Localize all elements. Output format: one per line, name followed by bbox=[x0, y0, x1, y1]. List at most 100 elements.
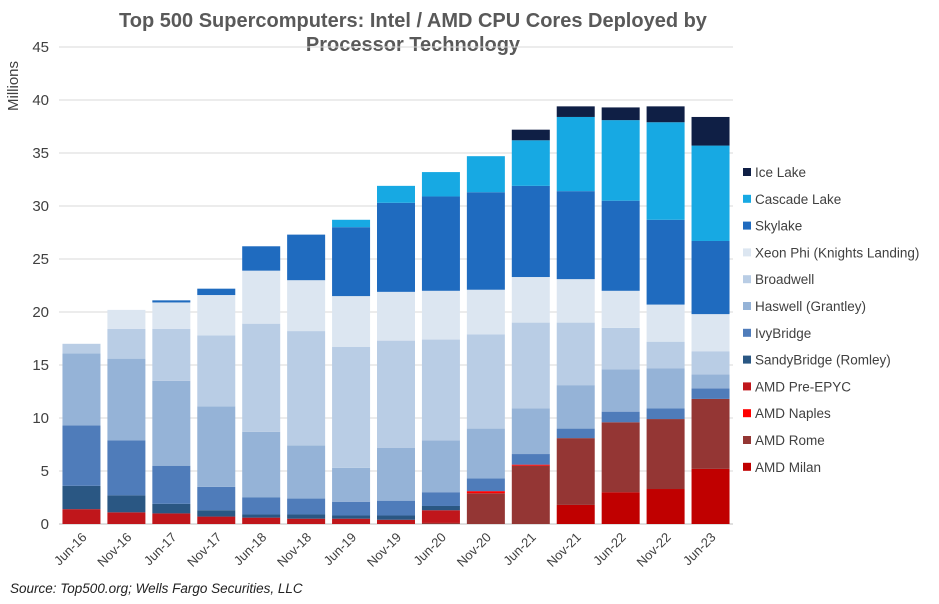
bar-segment bbox=[197, 516, 236, 524]
bar-segment bbox=[287, 498, 326, 515]
bar-segment bbox=[152, 302, 191, 329]
bar-segment bbox=[556, 428, 595, 439]
bar-segment bbox=[646, 368, 685, 409]
bar-segment bbox=[421, 290, 460, 340]
bar-segment bbox=[107, 328, 146, 359]
bar-segment bbox=[152, 328, 191, 381]
y-tick-label: 20 bbox=[32, 304, 49, 321]
bar-segment bbox=[332, 518, 371, 524]
bar-segment bbox=[377, 185, 415, 203]
legend-label: IvyBridge bbox=[755, 326, 811, 341]
x-tick-label: Nov-18 bbox=[274, 530, 314, 570]
bar-segment bbox=[511, 129, 550, 141]
legend-label: Broadwell bbox=[755, 272, 814, 287]
x-tick-label: Jun-18 bbox=[231, 530, 270, 569]
bars bbox=[62, 106, 730, 524]
legend-swatch bbox=[743, 328, 751, 337]
legend-swatch bbox=[743, 168, 751, 176]
legend-swatch bbox=[743, 194, 751, 203]
bar-segment bbox=[421, 339, 460, 441]
bar-segment bbox=[377, 515, 415, 520]
bar-segment bbox=[152, 300, 191, 303]
y-tick-label: 30 bbox=[32, 198, 49, 215]
bar-segment bbox=[107, 512, 146, 524]
bar-segment bbox=[646, 489, 685, 524]
y-tick-label: 45 bbox=[32, 39, 49, 56]
legend-swatch bbox=[743, 248, 751, 257]
bar-segment bbox=[287, 280, 326, 332]
bar-segment bbox=[332, 227, 371, 297]
bar-segment bbox=[197, 486, 236, 511]
x-tick-label: Jun-22 bbox=[590, 530, 629, 569]
bar-segment bbox=[332, 296, 371, 347]
bar-segment bbox=[601, 200, 640, 291]
bar-segment bbox=[242, 323, 281, 432]
x-tick-label: Jun-21 bbox=[500, 530, 539, 569]
bar-segment bbox=[691, 116, 730, 146]
bar-segment bbox=[466, 192, 505, 290]
legend-label: SandyBridge (Romley) bbox=[755, 353, 891, 368]
bar-segment bbox=[601, 411, 640, 423]
bar-segment bbox=[421, 440, 460, 493]
bar-segment bbox=[601, 422, 640, 493]
y-tick-label: 25 bbox=[32, 251, 49, 268]
legend-label: AMD Rome bbox=[755, 433, 825, 448]
bar-segment bbox=[287, 234, 326, 281]
bar-segment bbox=[556, 191, 595, 280]
bar-segment bbox=[332, 219, 371, 228]
bar-segment bbox=[242, 514, 281, 518]
bar-segment bbox=[421, 196, 460, 291]
bar-segment bbox=[556, 385, 595, 429]
bar-segment bbox=[287, 514, 326, 519]
legend-label: Xeon Phi (Knights Landing) bbox=[755, 245, 919, 260]
legend-swatch bbox=[743, 409, 751, 418]
bar-segment bbox=[287, 518, 326, 524]
y-axis-ticks: 0 5 10 15 20 25 30 35 40 45 bbox=[32, 39, 49, 533]
bar-segment bbox=[601, 290, 640, 328]
bar-segment bbox=[377, 500, 415, 516]
bar-segment bbox=[421, 510, 460, 523]
bar-segment bbox=[377, 447, 415, 501]
bar-segment bbox=[646, 419, 685, 490]
bar-segment bbox=[646, 408, 685, 420]
x-tick-label: Nov-17 bbox=[184, 530, 224, 570]
legend-swatch bbox=[743, 355, 751, 364]
x-axis-ticks: Jun-16 Nov-16 Jun-17 Nov-17 Jun-18 Nov-18 Jun-… bbox=[51, 530, 719, 570]
y-axis-label: Millions bbox=[5, 61, 22, 111]
x-tick-label: Nov-21 bbox=[544, 530, 584, 570]
bar-segment bbox=[466, 493, 505, 524]
bar-segment bbox=[556, 116, 595, 192]
x-tick-label: Jun-19 bbox=[320, 530, 359, 569]
bar-segment bbox=[646, 341, 685, 369]
bar-segment bbox=[601, 107, 640, 121]
bar-segment bbox=[691, 145, 730, 241]
bar-segment bbox=[646, 106, 685, 123]
bar-segment bbox=[197, 288, 236, 296]
source-note: Source: Top500.org; Wells Fargo Securiti… bbox=[10, 581, 303, 596]
bar-segment bbox=[377, 519, 415, 524]
bar-segment bbox=[646, 219, 685, 305]
legend-label: Ice Lake bbox=[755, 165, 806, 180]
bar-segment bbox=[332, 467, 371, 502]
bar-segment bbox=[511, 464, 550, 466]
bar-segment bbox=[466, 478, 505, 492]
legend-swatch bbox=[743, 221, 751, 230]
bar-segment bbox=[556, 106, 595, 117]
bar-segment bbox=[287, 331, 326, 446]
bar-segment bbox=[511, 322, 550, 409]
bar-segment bbox=[242, 270, 281, 324]
bar-segment bbox=[377, 340, 415, 448]
legend-label: AMD Naples bbox=[755, 406, 831, 421]
bar-segment bbox=[556, 504, 595, 524]
bar-segment bbox=[511, 185, 550, 278]
bar-segment bbox=[691, 388, 730, 399]
bar-segment bbox=[511, 454, 550, 465]
bar-segment bbox=[466, 491, 505, 494]
bar-segment bbox=[152, 503, 191, 514]
bar-segment bbox=[332, 346, 371, 468]
bar-segment bbox=[62, 353, 101, 426]
bar-segment bbox=[691, 398, 730, 469]
y-tick-label: 10 bbox=[32, 410, 49, 427]
legend-label: Skylake bbox=[755, 219, 802, 234]
